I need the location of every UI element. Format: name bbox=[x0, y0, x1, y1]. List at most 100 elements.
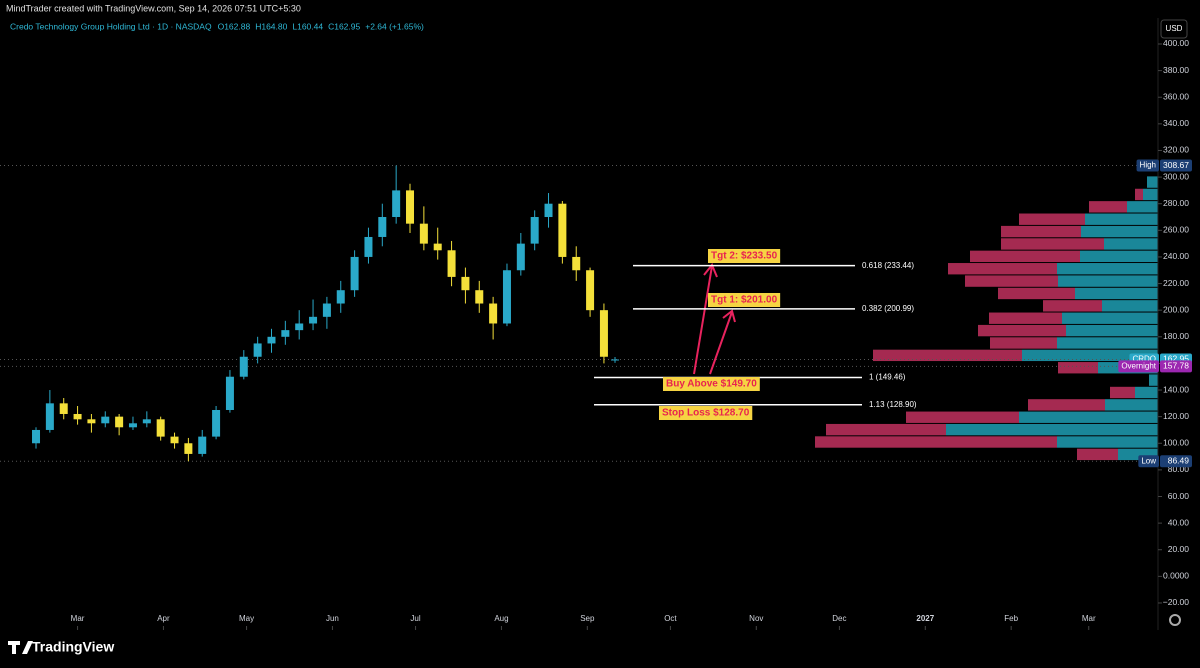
profile-down-bar bbox=[1001, 225, 1081, 238]
arrow bbox=[693, 265, 713, 375]
candle-body bbox=[489, 303, 498, 324]
price-badge-name: Overnight bbox=[1121, 361, 1156, 370]
y-tick-label: −20.00 bbox=[1163, 597, 1190, 607]
candle-body bbox=[225, 376, 234, 410]
x-tick-label: Dec bbox=[832, 614, 846, 623]
candle-body bbox=[142, 419, 151, 424]
profile-down-bar bbox=[1019, 213, 1085, 225]
candle-body bbox=[45, 403, 54, 430]
annotation-box bbox=[708, 249, 781, 263]
ohlc-value: H164.80 bbox=[255, 21, 287, 31]
x-tick-label: Mar bbox=[1082, 614, 1096, 623]
price-badge-value-bg bbox=[1160, 455, 1192, 468]
profile-down-bar bbox=[873, 349, 1022, 362]
profile-up-bar bbox=[1085, 213, 1158, 225]
candle-body bbox=[309, 316, 318, 324]
profile-up-bar bbox=[1102, 300, 1158, 312]
candle-body bbox=[281, 330, 290, 337]
y-tick-label: 360.00 bbox=[1163, 91, 1189, 101]
profile-down-bar bbox=[1028, 399, 1105, 411]
y-tick-label: 220.00 bbox=[1163, 278, 1189, 288]
x-tick-label: Feb bbox=[1004, 614, 1018, 623]
profile-down-bar bbox=[1135, 188, 1143, 201]
candle-body bbox=[572, 256, 581, 271]
profile-down-bar bbox=[948, 263, 1057, 275]
ohlc-value: +2.64 (+1.65%) bbox=[365, 21, 424, 31]
profile-up-bar bbox=[1118, 448, 1158, 461]
y-tick-label: 300.00 bbox=[1163, 171, 1189, 181]
fib-level-label: 0.382 (200.99) bbox=[862, 304, 914, 313]
brand-logo bbox=[8, 641, 33, 654]
profile-down-bar bbox=[970, 250, 1080, 263]
trade-arrows bbox=[693, 263, 736, 375]
y-tick-label: 400.00 bbox=[1163, 38, 1189, 48]
profile-up-bar bbox=[1105, 399, 1158, 411]
y-tick-label: 340.00 bbox=[1163, 118, 1189, 128]
candle-body bbox=[295, 323, 304, 331]
profile-up-bar bbox=[1147, 176, 1158, 188]
arrow-head bbox=[722, 309, 736, 323]
y-tick-label: 0.0000 bbox=[1163, 571, 1189, 581]
y-tick-label: 60.00 bbox=[1168, 491, 1190, 501]
candle-body bbox=[184, 443, 193, 454]
profile-up-bar bbox=[1057, 337, 1158, 349]
price-badge-value: 157.78 bbox=[1163, 361, 1189, 371]
profile-down-bar bbox=[815, 436, 1057, 448]
x-tick-label: Mar bbox=[71, 614, 85, 623]
y-tick-label: 280.00 bbox=[1163, 198, 1189, 208]
candle-body bbox=[599, 310, 608, 357]
x-tick-label: Jul bbox=[410, 614, 420, 623]
brand: TradingView bbox=[8, 639, 114, 655]
candle-body bbox=[475, 290, 484, 304]
candle-body bbox=[101, 416, 110, 424]
profile-up-bar bbox=[1062, 312, 1158, 324]
candle-body bbox=[350, 256, 359, 291]
currency-button[interactable] bbox=[1160, 19, 1188, 39]
profile-up-bar bbox=[1057, 436, 1158, 448]
candle-body bbox=[239, 356, 248, 377]
candle-body bbox=[544, 203, 553, 218]
price-badge-name: CRDO bbox=[1132, 355, 1156, 364]
x-tick-label: Nov bbox=[749, 614, 763, 623]
annotation-box bbox=[659, 406, 753, 420]
profile-down-bar bbox=[978, 324, 1066, 337]
price-badge-bg bbox=[1136, 159, 1159, 172]
y-tick-label: 260.00 bbox=[1163, 225, 1189, 235]
candle-body bbox=[502, 270, 511, 324]
y-tick-label: 240.00 bbox=[1163, 251, 1189, 261]
profile-up-bar bbox=[1075, 287, 1158, 300]
candle-body bbox=[419, 223, 428, 244]
y-tick-label: 120.00 bbox=[1163, 411, 1189, 421]
candle-body bbox=[73, 413, 82, 420]
candle-body bbox=[322, 303, 331, 317]
y-tick-label: 20.00 bbox=[1168, 544, 1190, 554]
profile-up-bar bbox=[1022, 349, 1158, 362]
profile-up-bar bbox=[1058, 275, 1158, 287]
profile-down-bar bbox=[965, 275, 1058, 287]
symbol-title: Credo Technology Group Holding Ltd · 1D … bbox=[10, 21, 212, 31]
candle-body bbox=[115, 416, 124, 428]
currency-label: USD bbox=[1166, 24, 1183, 33]
candle-body bbox=[364, 236, 373, 257]
trade-annotation: Tgt 2: $233.50 bbox=[711, 251, 778, 262]
trade-annotation: Buy Above $149.70 bbox=[666, 379, 757, 390]
price-badge-name: High bbox=[1140, 161, 1156, 170]
candle-body bbox=[87, 419, 96, 424]
profile-down-bar bbox=[1001, 238, 1104, 250]
price-badge-value: 86.49 bbox=[1168, 455, 1190, 465]
candle-body bbox=[586, 270, 595, 311]
x-tick-label: May bbox=[239, 614, 254, 623]
candle-body bbox=[212, 409, 221, 437]
settings-icon[interactable] bbox=[1169, 614, 1181, 626]
fib-level-label: 1.13 (128.90) bbox=[869, 400, 917, 409]
profile-up-bar bbox=[1143, 188, 1158, 201]
profile-down-bar bbox=[1077, 448, 1118, 461]
profile-up-bar bbox=[1057, 263, 1158, 275]
arrow bbox=[709, 311, 733, 375]
profile-up-bar bbox=[1081, 225, 1158, 238]
candle-body bbox=[406, 190, 415, 224]
x-tick-label: Aug bbox=[494, 614, 508, 623]
candle-body bbox=[392, 190, 401, 218]
fib-level-label: 1 (149.46) bbox=[869, 373, 906, 382]
